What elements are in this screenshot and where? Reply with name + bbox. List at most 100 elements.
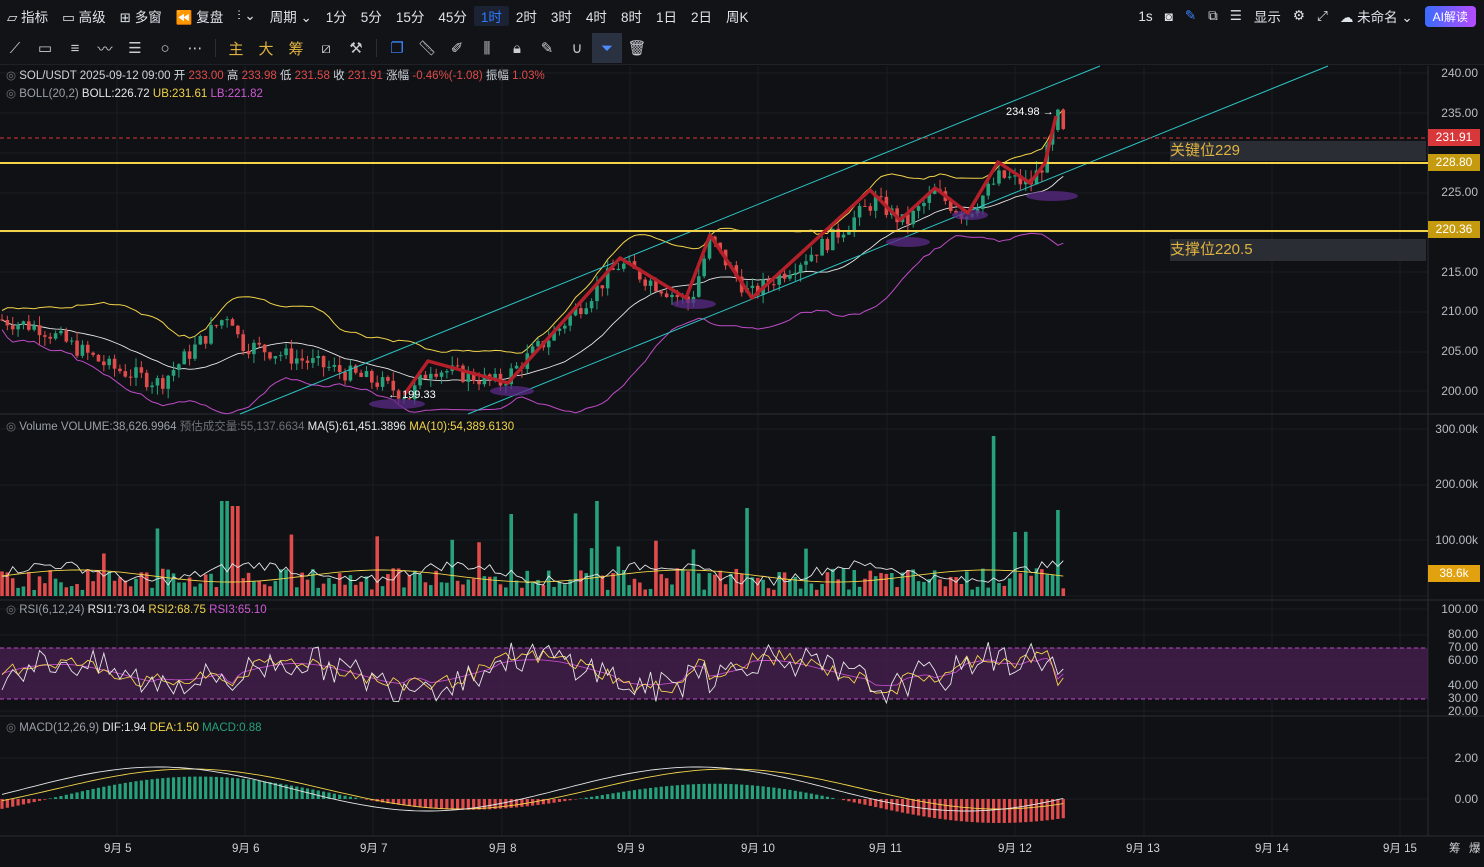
interval-3h[interactable]: 3时: [550, 10, 572, 25]
interval-2d[interactable]: 2日: [690, 10, 712, 25]
bell-icon[interactable]: ◎: [6, 722, 17, 734]
macd-histogram-bar: [750, 785, 754, 799]
volume-bar: [873, 576, 878, 596]
volume-bar: [536, 579, 540, 596]
indicator-button[interactable]: ▱ 指标: [7, 10, 49, 25]
brush-icon[interactable]: ✐: [450, 40, 464, 57]
period-label: 周期: [269, 10, 297, 25]
candle-body: [418, 374, 422, 386]
interval-1w[interactable]: 周K: [725, 10, 749, 25]
eye-icon[interactable]: ◎: [6, 70, 17, 82]
corner-burst[interactable]: 爆: [1469, 843, 1481, 855]
macd-name: MACD(12,26,9): [19, 722, 100, 734]
trendline-icon[interactable]: ⟋: [9, 39, 21, 57]
magnet-icon[interactable]: ∪: [571, 40, 583, 57]
replay-button[interactable]: ⏪ 复盘: [175, 10, 224, 25]
candle-body: [986, 183, 991, 196]
trash-icon[interactable]: 🗑︎: [627, 40, 647, 57]
filter-icon[interactable]: ⏷: [592, 33, 622, 63]
interval-2h[interactable]: 2时: [515, 10, 537, 25]
settings-list-icon[interactable]: ☰: [1229, 8, 1242, 23]
chip-button[interactable]: 筹: [288, 40, 304, 58]
volume-bar: [959, 584, 964, 596]
candle-body: [32, 325, 36, 330]
candle-body: [214, 325, 219, 327]
ai-interpret-button[interactable]: AI解读: [1424, 5, 1476, 27]
volume-bar: [375, 536, 379, 596]
volume-bar: [798, 588, 803, 596]
chart-type-dropdown[interactable]: ⫶ ⌄: [237, 8, 256, 23]
compare-icon[interactable]: ⧄: [321, 39, 331, 57]
volume-bar: [161, 568, 165, 596]
interval-1m[interactable]: 1分: [325, 10, 347, 25]
candle-body: [927, 193, 932, 203]
macd-histogram-bar: [150, 779, 154, 799]
volume-bar: [193, 586, 197, 596]
y-tick: 0.00: [1454, 792, 1478, 806]
macd-histogram-bar: [107, 785, 111, 799]
gear-icon[interactable]: ⚙: [1292, 8, 1306, 23]
candle-body: [407, 398, 412, 400]
large-order-button[interactable]: 大: [258, 40, 274, 58]
bell-icon[interactable]: ◎: [6, 88, 17, 100]
interval-8h[interactable]: 8时: [620, 10, 642, 25]
candles-icon[interactable]: ⫼: [483, 39, 491, 57]
macd-histogram-bar: [220, 777, 224, 799]
interval-15m[interactable]: 15分: [395, 10, 425, 25]
interval-4h[interactable]: 4时: [585, 10, 607, 25]
bell-icon[interactable]: ◎: [6, 604, 17, 616]
volume-bar: [102, 553, 106, 596]
volume-bar: [450, 539, 455, 596]
candle-body: [847, 230, 851, 235]
candle-body: [1040, 170, 1044, 173]
interval-45m[interactable]: 45分: [438, 10, 467, 25]
volume-bar: [788, 579, 792, 596]
volume-bar: [579, 570, 583, 596]
macd-histogram-bar: [724, 783, 728, 799]
candle-body: [107, 358, 111, 366]
macd-histogram-bar: [777, 788, 781, 799]
volume-bar: [777, 572, 781, 596]
y-tick: 200.00: [1441, 384, 1478, 398]
volume-bar: [927, 578, 932, 596]
candle-body: [316, 356, 321, 359]
rectangle-icon[interactable]: ▭: [37, 40, 53, 57]
share-icon[interactable]: ⧉: [1208, 8, 1218, 23]
camera-icon[interactable]: ◙: [1164, 8, 1173, 24]
interval-5m[interactable]: 5分: [360, 10, 382, 25]
interval-1h[interactable]: 1时: [473, 6, 509, 26]
magic-icon[interactable]: ⚒: [349, 40, 363, 57]
corner-chip[interactable]: 筹: [1449, 843, 1461, 855]
period-dropdown[interactable]: 周期 ⌄: [269, 10, 312, 25]
edit-note-icon[interactable]: ✎: [540, 40, 554, 57]
candle-body: [477, 380, 481, 385]
eye-icon[interactable]: ◎: [6, 421, 17, 433]
volume-bar: [766, 588, 771, 596]
macd-histogram-bar: [123, 782, 127, 799]
divider: [215, 39, 216, 57]
main-chart-button[interactable]: 主: [228, 40, 244, 58]
ruler-icon[interactable]: 📏︎: [417, 40, 437, 57]
pen-icon[interactable]: ✎: [1184, 8, 1197, 23]
fullscreen-icon[interactable]: ⤢: [1317, 8, 1328, 23]
volume-bar: [707, 573, 712, 596]
parallel-lines-icon[interactable]: ≡: [70, 39, 80, 57]
multi-window-button[interactable]: ⊞ 多窗: [119, 10, 162, 25]
refresh-rate[interactable]: 1s: [1138, 8, 1153, 24]
lock-icon[interactable]: 🔒︎: [513, 39, 521, 57]
macd-histogram-bar: [563, 799, 567, 802]
macd-histogram-bar: [933, 799, 937, 819]
advanced-button[interactable]: ▭ 高级: [62, 10, 106, 25]
fib-icon[interactable]: ☰: [128, 40, 142, 57]
more-icon[interactable]: ⋯: [187, 40, 203, 57]
interval-1d[interactable]: 1日: [655, 10, 677, 25]
macd-histogram-bar: [482, 799, 486, 810]
display-button[interactable]: 显示: [1253, 10, 1281, 25]
wave-icon[interactable]: 〰: [97, 40, 113, 58]
replay-label: 复盘: [196, 10, 224, 25]
copy-icon[interactable]: ❐: [390, 40, 404, 57]
high-marker: 234.98 →: [1006, 106, 1054, 118]
ellipse-icon[interactable]: ○: [160, 39, 170, 57]
layout-dropdown[interactable]: ☁ 未命名 ⌄: [1339, 10, 1413, 25]
